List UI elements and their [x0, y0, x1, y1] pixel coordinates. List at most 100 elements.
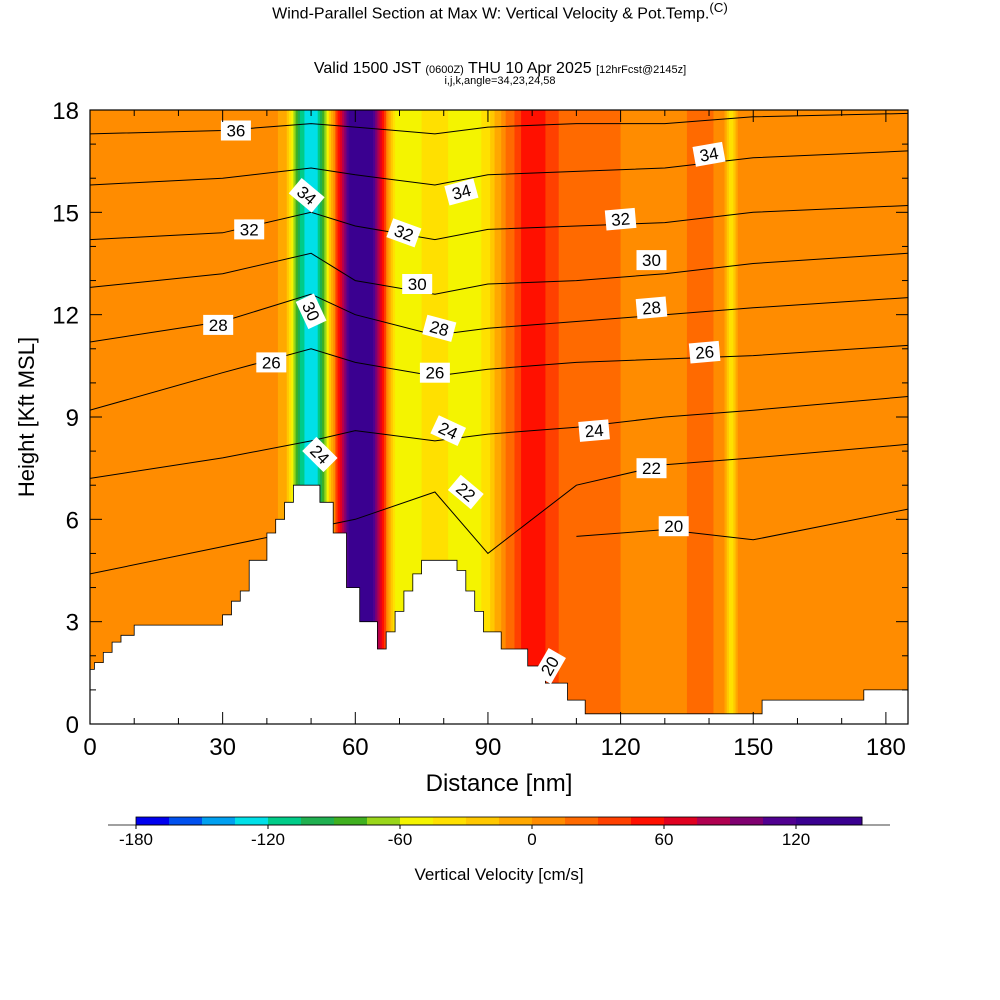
wv-field-column: [253, 110, 257, 724]
y-tick-label: 6: [66, 507, 79, 534]
wv-field-column: [631, 110, 635, 724]
wv-field-column: [377, 110, 381, 724]
wv-field-column: [706, 110, 710, 724]
wv-field-column: [529, 110, 533, 724]
colorbar-swatch: [136, 817, 170, 825]
wv-field-column: [726, 110, 730, 724]
contour-label-bg: [658, 516, 689, 537]
wv-field-column: [649, 110, 653, 724]
wv-field-column: [401, 110, 405, 724]
wv-field-column: [359, 110, 363, 724]
wv-field-column: [879, 110, 883, 724]
wv-field-column: [633, 110, 637, 724]
colorbar-swatch: [466, 817, 500, 825]
wv-field-column: [386, 110, 390, 724]
forecast-info: [12hrFcst@2145z]: [596, 64, 687, 76]
wv-field-column: [574, 110, 577, 724]
wv-field-column: [472, 110, 476, 724]
wv-field-column: [720, 110, 723, 724]
contour-label: 28: [203, 314, 234, 335]
wv-field-column: [731, 110, 734, 724]
wv-field-column: [328, 110, 332, 724]
wv-field-column: [317, 110, 321, 724]
wv-field-column: [717, 110, 721, 724]
contour-label-bg: [203, 314, 234, 335]
y-tick-label: 3: [66, 610, 79, 637]
wv-field-column: [165, 110, 168, 724]
colorbar-swatch: [202, 817, 236, 825]
wv-field-column: [724, 110, 728, 724]
wv-field-column: [302, 110, 306, 724]
wv-field-column: [673, 110, 677, 724]
wv-field-column: [448, 110, 451, 724]
wv-field-column: [518, 110, 522, 724]
colorbar-swatch: [334, 817, 368, 825]
wv-field-column: [753, 110, 757, 724]
wv-field-column: [273, 110, 277, 724]
wv-field-column: [127, 110, 131, 724]
wv-field-column: [594, 110, 597, 724]
x-tick-label: 180: [866, 734, 906, 761]
wv-field-column: [220, 110, 224, 724]
wv-field-column: [786, 110, 790, 724]
wv-field-column: [642, 110, 646, 724]
wv-field-column: [277, 110, 281, 724]
wv-field-column: [510, 110, 513, 724]
wv-field-column: [182, 110, 186, 724]
wv-field-column: [222, 110, 226, 724]
wv-field-column: [578, 110, 582, 724]
colorbar-swatch: [268, 817, 302, 825]
wv-field-column: [695, 110, 699, 724]
wv-field-column: [596, 110, 600, 724]
wv-field-column: [854, 110, 858, 724]
colorbar-swatch: [796, 817, 830, 825]
contour-label: 28: [635, 296, 668, 320]
colorbar-swatch: [235, 817, 269, 825]
wv-field-column: [134, 110, 138, 724]
contour-label-bg: [422, 314, 457, 342]
wv-field-column: [271, 110, 275, 724]
colorbar-swatch: [631, 817, 665, 825]
wv-field-column: [288, 110, 292, 724]
colorbar-swatch: [730, 817, 764, 825]
contour-label-text: 20: [664, 517, 683, 536]
wv-field-column: [410, 110, 414, 724]
colorbar-swatch: [499, 817, 533, 825]
theta-contour-32: [90, 205, 908, 241]
contour-label-bg: [692, 141, 726, 167]
contour-label: 24: [578, 419, 610, 442]
wv-field-column: [700, 110, 703, 724]
wv-field-column: [417, 110, 421, 724]
colorbar-swatch: [400, 817, 434, 825]
wv-field-column: [213, 110, 217, 724]
wv-field-column: [691, 110, 695, 724]
wv-field-column: [852, 110, 856, 724]
wv-field-column: [651, 110, 655, 724]
wv-field-column: [764, 110, 768, 724]
wv-field-column: [293, 110, 297, 724]
wv-field-column: [421, 110, 425, 724]
wv-field-column: [372, 110, 376, 724]
wv-field-column: [470, 110, 474, 724]
wv-field-column: [565, 110, 569, 724]
colorbar-swatch: [367, 817, 401, 825]
contour-label-text: 34: [698, 144, 720, 166]
wv-field-column: [883, 110, 887, 724]
wv-field-column: [264, 110, 268, 724]
wv-field-column: [196, 110, 199, 724]
wv-field-column: [580, 110, 584, 724]
wv-field-column: [616, 110, 619, 724]
wv-field-column: [129, 110, 133, 724]
wv-field-column: [689, 110, 692, 724]
wv-field-column: [861, 110, 865, 724]
wv-field-column: [300, 110, 303, 724]
wv-field-column: [443, 110, 447, 724]
wv-field-column: [355, 110, 359, 724]
contour-label: 26: [419, 362, 450, 383]
wv-field-column: [158, 110, 162, 724]
wv-field-column: [746, 110, 750, 724]
wv-field-column: [397, 110, 401, 724]
colorbar-tick-label: 120: [782, 830, 810, 849]
colorbar-swatch: [301, 817, 335, 825]
